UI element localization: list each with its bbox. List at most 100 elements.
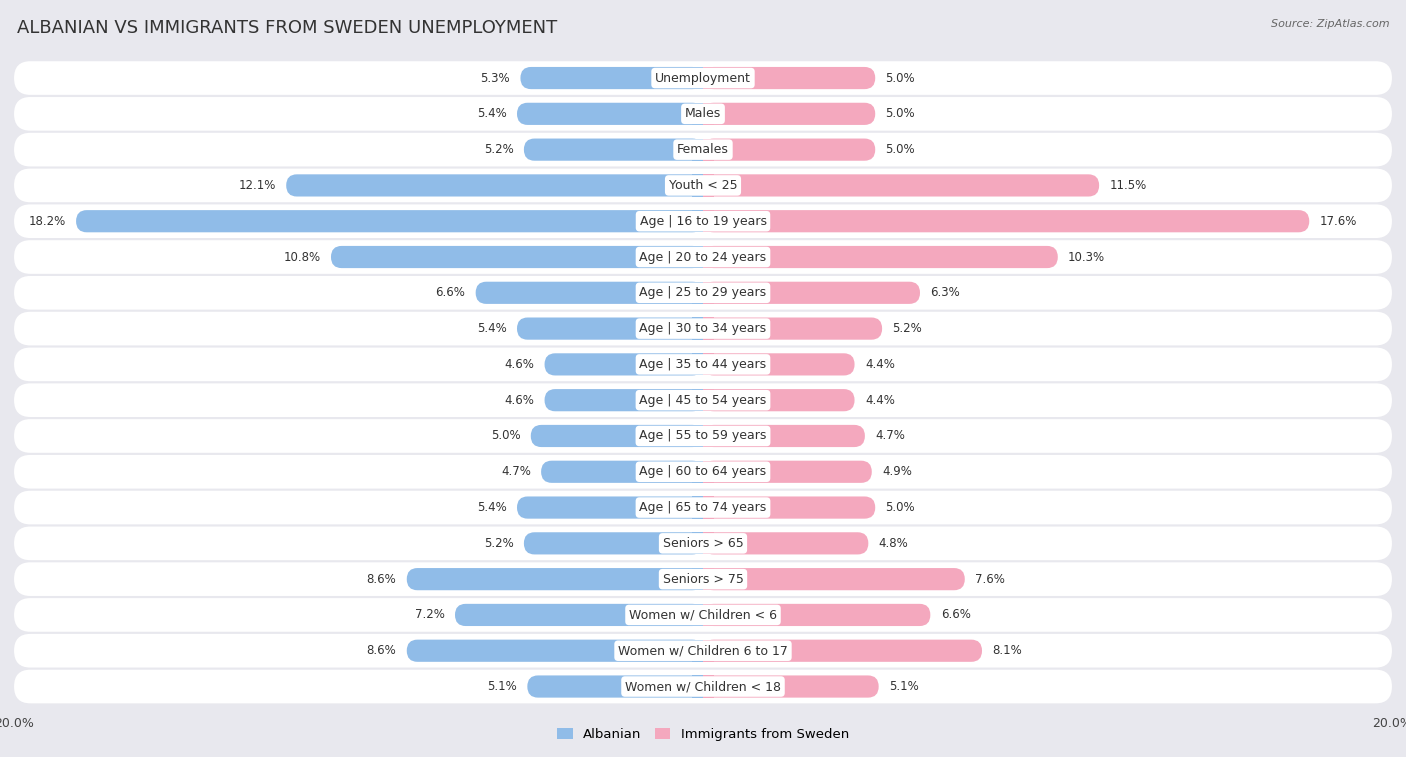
FancyBboxPatch shape xyxy=(517,497,703,519)
FancyBboxPatch shape xyxy=(703,354,855,375)
Text: 4.8%: 4.8% xyxy=(879,537,908,550)
FancyBboxPatch shape xyxy=(703,67,875,89)
Text: 5.0%: 5.0% xyxy=(886,501,915,514)
Text: 5.4%: 5.4% xyxy=(477,501,506,514)
Text: Seniors > 65: Seniors > 65 xyxy=(662,537,744,550)
FancyBboxPatch shape xyxy=(703,604,931,626)
Bar xyxy=(692,425,703,447)
Bar xyxy=(692,103,703,125)
FancyBboxPatch shape xyxy=(14,312,1392,345)
Text: 5.2%: 5.2% xyxy=(484,143,513,156)
FancyBboxPatch shape xyxy=(527,675,703,698)
FancyBboxPatch shape xyxy=(703,425,865,447)
Bar xyxy=(692,354,703,375)
Text: 6.6%: 6.6% xyxy=(436,286,465,299)
FancyBboxPatch shape xyxy=(14,240,1392,274)
Text: 8.6%: 8.6% xyxy=(367,572,396,586)
FancyBboxPatch shape xyxy=(14,562,1392,596)
FancyBboxPatch shape xyxy=(517,103,703,125)
Text: 4.4%: 4.4% xyxy=(865,358,894,371)
FancyBboxPatch shape xyxy=(14,169,1392,202)
FancyBboxPatch shape xyxy=(703,282,920,304)
Bar xyxy=(703,604,714,626)
FancyBboxPatch shape xyxy=(14,132,1392,167)
Text: Age | 25 to 29 years: Age | 25 to 29 years xyxy=(640,286,766,299)
FancyBboxPatch shape xyxy=(703,568,965,590)
Text: Age | 30 to 34 years: Age | 30 to 34 years xyxy=(640,322,766,335)
Text: Seniors > 75: Seniors > 75 xyxy=(662,572,744,586)
Bar xyxy=(703,640,714,662)
Text: Females: Females xyxy=(678,143,728,156)
Bar xyxy=(692,461,703,483)
Text: Age | 55 to 59 years: Age | 55 to 59 years xyxy=(640,429,766,443)
FancyBboxPatch shape xyxy=(703,174,1099,197)
Text: 4.6%: 4.6% xyxy=(505,358,534,371)
FancyBboxPatch shape xyxy=(14,347,1392,382)
Bar xyxy=(692,497,703,519)
Text: Age | 45 to 54 years: Age | 45 to 54 years xyxy=(640,394,766,407)
Text: 5.0%: 5.0% xyxy=(886,143,915,156)
Text: Age | 35 to 44 years: Age | 35 to 44 years xyxy=(640,358,766,371)
Text: 5.4%: 5.4% xyxy=(477,107,506,120)
Text: Youth < 25: Youth < 25 xyxy=(669,179,737,192)
Text: ALBANIAN VS IMMIGRANTS FROM SWEDEN UNEMPLOYMENT: ALBANIAN VS IMMIGRANTS FROM SWEDEN UNEMP… xyxy=(17,19,557,37)
Bar xyxy=(703,317,714,340)
Bar xyxy=(692,139,703,160)
FancyBboxPatch shape xyxy=(703,389,855,411)
Bar xyxy=(703,568,714,590)
FancyBboxPatch shape xyxy=(475,282,703,304)
FancyBboxPatch shape xyxy=(517,317,703,340)
FancyBboxPatch shape xyxy=(456,604,703,626)
FancyBboxPatch shape xyxy=(703,210,1309,232)
Bar xyxy=(692,174,703,197)
FancyBboxPatch shape xyxy=(14,455,1392,488)
Text: Age | 65 to 74 years: Age | 65 to 74 years xyxy=(640,501,766,514)
Bar xyxy=(703,675,714,698)
Text: 4.7%: 4.7% xyxy=(875,429,905,443)
Text: Age | 20 to 24 years: Age | 20 to 24 years xyxy=(640,251,766,263)
Legend: Albanian, Immigrants from Sweden: Albanian, Immigrants from Sweden xyxy=(557,728,849,741)
Bar xyxy=(692,640,703,662)
Text: 10.8%: 10.8% xyxy=(284,251,321,263)
Bar xyxy=(692,246,703,268)
FancyBboxPatch shape xyxy=(524,532,703,554)
Bar xyxy=(703,139,714,160)
Text: 8.1%: 8.1% xyxy=(993,644,1022,657)
Text: 18.2%: 18.2% xyxy=(28,215,66,228)
Text: 5.1%: 5.1% xyxy=(889,680,918,693)
Text: 5.2%: 5.2% xyxy=(484,537,513,550)
FancyBboxPatch shape xyxy=(14,598,1392,632)
FancyBboxPatch shape xyxy=(544,354,703,375)
FancyBboxPatch shape xyxy=(14,276,1392,310)
Text: 5.4%: 5.4% xyxy=(477,322,506,335)
Text: Source: ZipAtlas.com: Source: ZipAtlas.com xyxy=(1271,19,1389,29)
Text: 10.3%: 10.3% xyxy=(1069,251,1105,263)
FancyBboxPatch shape xyxy=(544,389,703,411)
Text: 6.3%: 6.3% xyxy=(931,286,960,299)
Text: Women w/ Children < 6: Women w/ Children < 6 xyxy=(628,609,778,621)
FancyBboxPatch shape xyxy=(531,425,703,447)
FancyBboxPatch shape xyxy=(287,174,703,197)
Text: 7.6%: 7.6% xyxy=(976,572,1005,586)
Text: 11.5%: 11.5% xyxy=(1109,179,1147,192)
FancyBboxPatch shape xyxy=(14,383,1392,417)
Text: 4.9%: 4.9% xyxy=(882,466,912,478)
FancyBboxPatch shape xyxy=(76,210,703,232)
Text: 12.1%: 12.1% xyxy=(239,179,276,192)
FancyBboxPatch shape xyxy=(703,317,882,340)
FancyBboxPatch shape xyxy=(703,532,869,554)
FancyBboxPatch shape xyxy=(524,139,703,160)
FancyBboxPatch shape xyxy=(520,67,703,89)
Bar xyxy=(703,103,714,125)
Bar xyxy=(703,246,714,268)
Bar xyxy=(703,67,714,89)
FancyBboxPatch shape xyxy=(14,527,1392,560)
Text: Women w/ Children < 18: Women w/ Children < 18 xyxy=(626,680,780,693)
Text: 5.3%: 5.3% xyxy=(481,72,510,85)
Bar xyxy=(703,174,714,197)
Bar xyxy=(692,568,703,590)
Bar xyxy=(703,497,714,519)
Text: 5.0%: 5.0% xyxy=(886,107,915,120)
Text: 5.0%: 5.0% xyxy=(886,72,915,85)
Text: 5.1%: 5.1% xyxy=(488,680,517,693)
